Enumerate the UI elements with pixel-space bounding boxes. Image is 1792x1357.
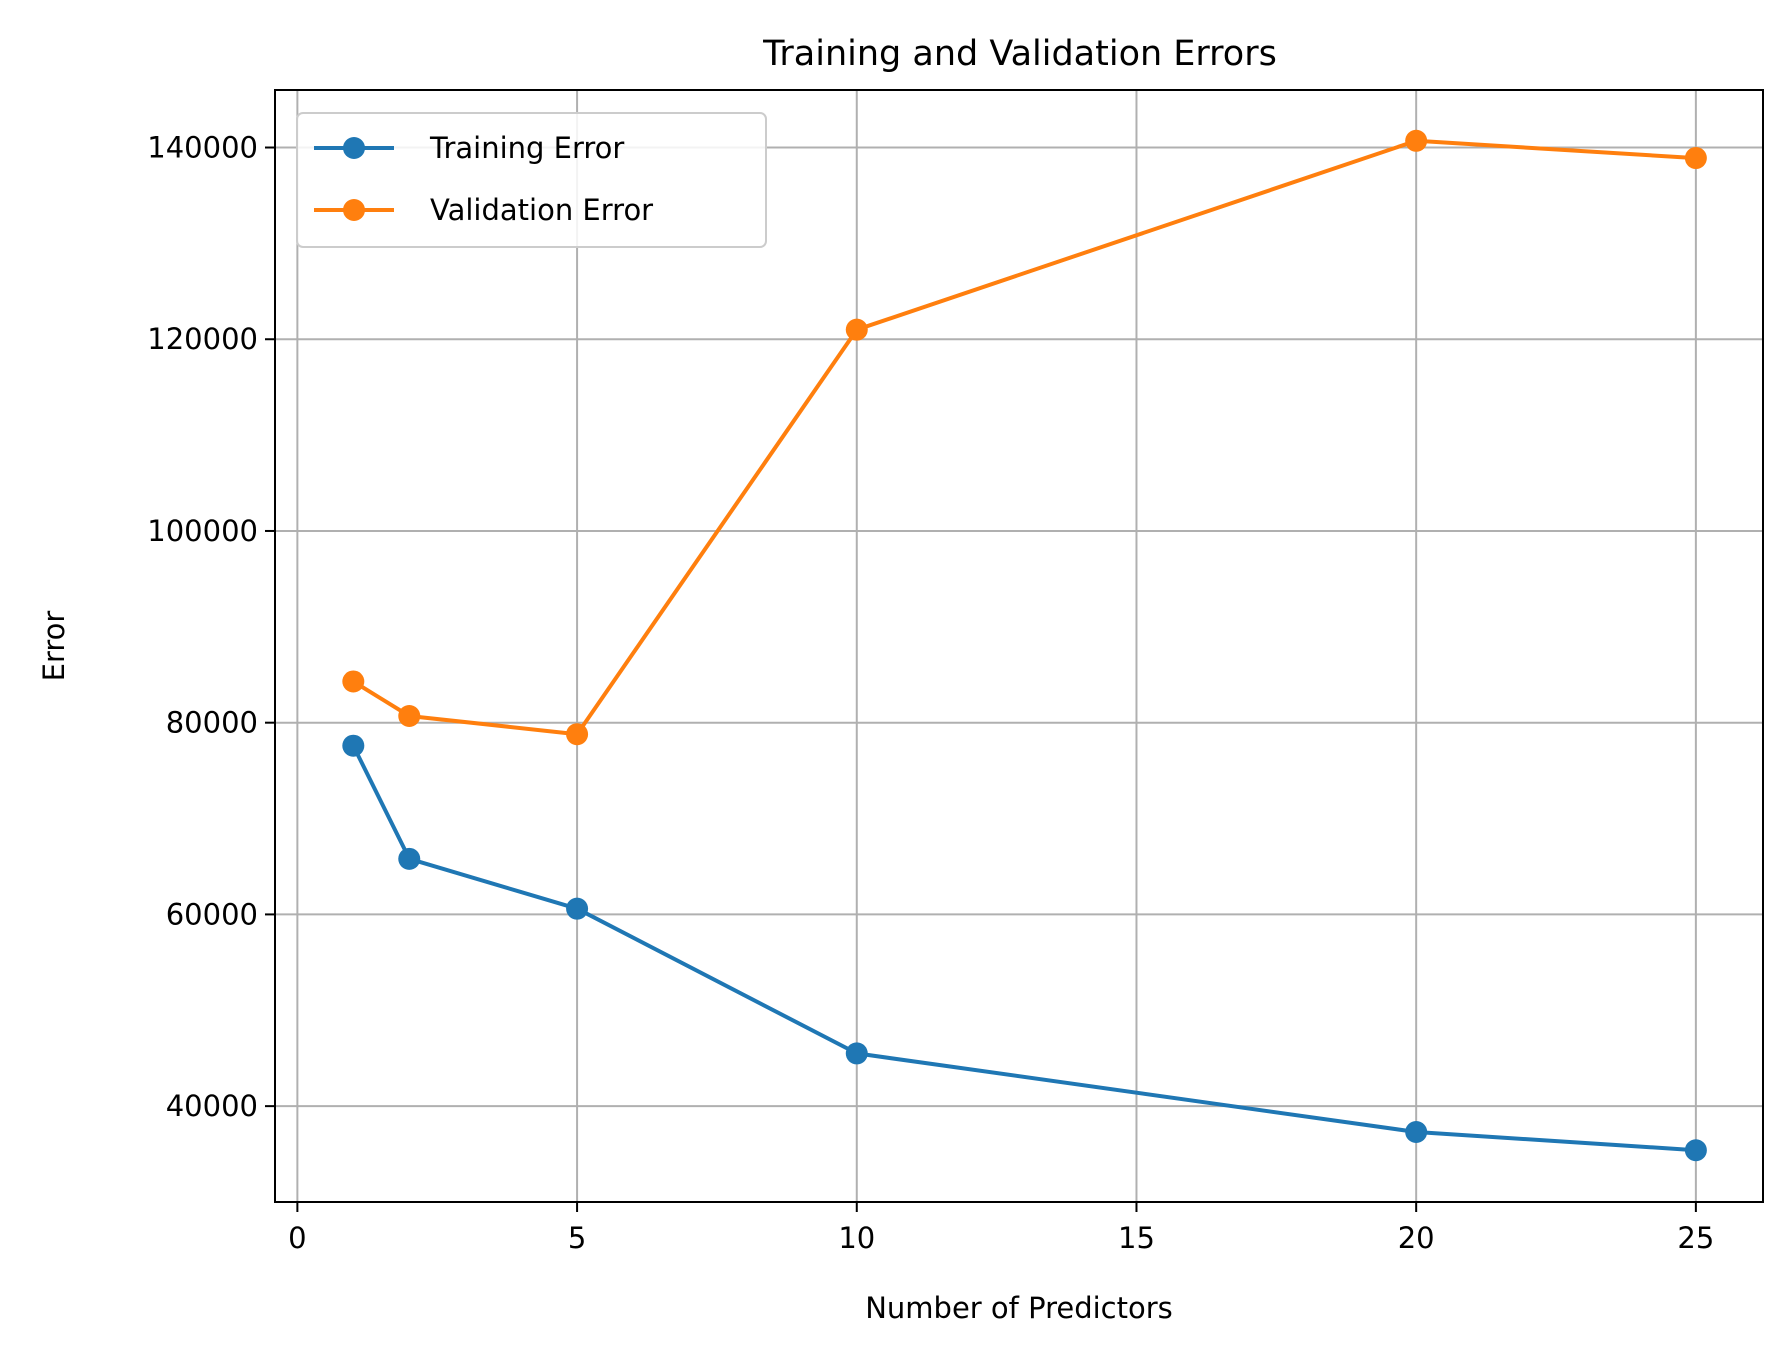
y-axis-label: Error (37, 611, 71, 682)
x-tick-label: 15 (1118, 1221, 1155, 1255)
y-tick-label: 60000 (166, 897, 258, 931)
series-line-training-error (351, 743, 1698, 1153)
y-tick-label: 140000 (147, 131, 258, 165)
y-tick-label: 100000 (147, 514, 258, 548)
data-point-validation-error (1684, 147, 1707, 170)
y-tick-label: 80000 (166, 706, 258, 740)
data-point-validation-error (398, 704, 421, 727)
x-tick-label: 5 (568, 1221, 586, 1255)
legend-label-training-error: Training Error (429, 131, 624, 165)
data-point-training-error (1405, 1121, 1428, 1144)
x-tick-label: 25 (1677, 1221, 1714, 1255)
data-point-training-error (398, 847, 421, 870)
x-axis-label: Number of Predictors (865, 1291, 1173, 1325)
data-point-validation-error (845, 318, 868, 341)
legend-marker-training-error (343, 137, 365, 159)
data-point-training-error (342, 734, 365, 757)
data-point-validation-error (342, 670, 365, 693)
y-tick-label: 40000 (166, 1089, 258, 1123)
data-point-validation-error (1405, 129, 1428, 152)
legend: Training Error Validation Error (296, 112, 767, 248)
plot-frame (274, 89, 1764, 1203)
x-axis: 0 5 10 15 20 25 (288, 1202, 1714, 1255)
chart-title: Training and Validation Errors (762, 34, 1277, 74)
data-point-training-error (1684, 1139, 1707, 1162)
legend-marker-validation-error (343, 199, 365, 221)
legend-box (296, 112, 767, 248)
x-tick-label: 10 (838, 1221, 875, 1255)
y-axis: 40000 60000 80000 100000 120000 140000 (147, 131, 275, 1123)
x-tick-label: 20 (1398, 1221, 1435, 1255)
series-layer (342, 129, 1707, 1162)
y-tick-label: 120000 (147, 322, 258, 356)
legend-label-validation-error: Validation Error (430, 193, 653, 227)
data-point-training-error (845, 1042, 868, 1065)
x-tick-label: 0 (288, 1221, 306, 1255)
data-point-validation-error (566, 723, 589, 746)
data-point-training-error (566, 897, 589, 920)
